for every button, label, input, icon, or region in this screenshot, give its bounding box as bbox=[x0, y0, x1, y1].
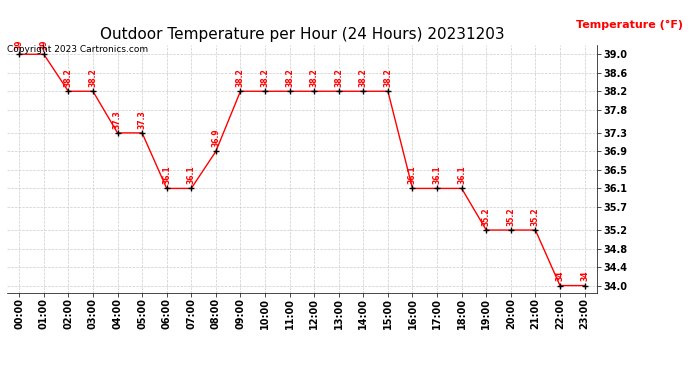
Text: 38.2: 38.2 bbox=[285, 68, 294, 87]
Text: 37.3: 37.3 bbox=[137, 110, 146, 129]
Text: 36.1: 36.1 bbox=[162, 166, 171, 184]
Text: 38.2: 38.2 bbox=[384, 68, 393, 87]
Text: 36.1: 36.1 bbox=[457, 166, 466, 184]
Text: 38.2: 38.2 bbox=[261, 68, 270, 87]
Text: 35.2: 35.2 bbox=[482, 207, 491, 226]
Text: 39: 39 bbox=[39, 40, 48, 50]
Text: 36.1: 36.1 bbox=[433, 166, 442, 184]
Text: 38.2: 38.2 bbox=[334, 68, 343, 87]
Text: 38.2: 38.2 bbox=[88, 68, 97, 87]
Title: Outdoor Temperature per Hour (24 Hours) 20231203: Outdoor Temperature per Hour (24 Hours) … bbox=[99, 27, 504, 42]
Text: 35.2: 35.2 bbox=[506, 207, 515, 226]
Text: 34: 34 bbox=[555, 271, 564, 281]
Text: 38.2: 38.2 bbox=[236, 68, 245, 87]
Text: 38.2: 38.2 bbox=[64, 68, 73, 87]
Text: 34: 34 bbox=[580, 271, 589, 281]
Text: 36.1: 36.1 bbox=[408, 166, 417, 184]
Text: 36.1: 36.1 bbox=[187, 166, 196, 184]
Text: 38.2: 38.2 bbox=[359, 68, 368, 87]
Text: 38.2: 38.2 bbox=[310, 68, 319, 87]
Text: 35.2: 35.2 bbox=[531, 207, 540, 226]
Text: 37.3: 37.3 bbox=[113, 110, 122, 129]
Text: 39: 39 bbox=[14, 40, 23, 50]
Text: Temperature (°F): Temperature (°F) bbox=[576, 20, 683, 30]
Text: 36.9: 36.9 bbox=[211, 129, 220, 147]
Text: Copyright 2023 Cartronics.com: Copyright 2023 Cartronics.com bbox=[7, 45, 148, 54]
